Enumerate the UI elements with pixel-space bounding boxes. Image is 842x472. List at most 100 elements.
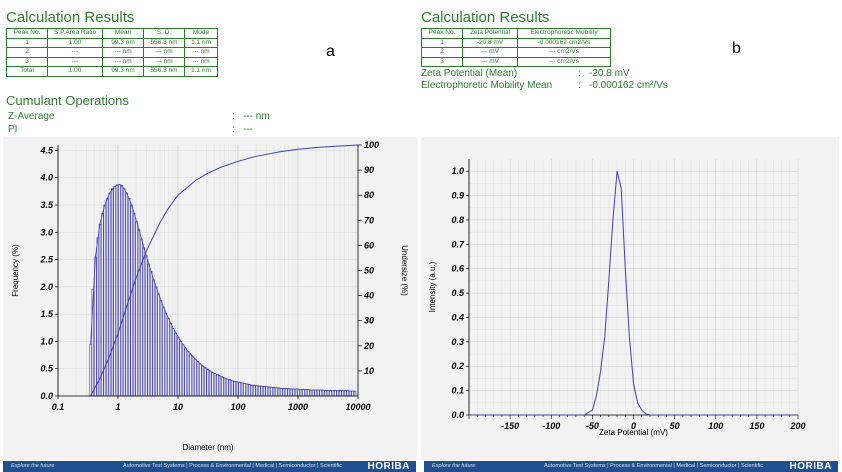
frequency-bar: [204, 367, 207, 397]
frequency-bar: [336, 390, 340, 397]
horiba-logo: HORIBA: [367, 461, 410, 472]
x-tick-label: 150: [749, 421, 764, 431]
frequency-bar: [196, 361, 200, 397]
table-row: 3 --- --- nm --- nm --- nm: [6, 56, 218, 67]
table-cell: 1: [421, 37, 463, 48]
horiba-logo: HORIBA: [789, 461, 832, 472]
frequency-bar: [346, 390, 349, 397]
table-cell: --- nm: [143, 47, 185, 58]
frequency-bar: [162, 306, 165, 397]
column-header: Peak No.: [6, 28, 48, 39]
x-tick-label: 0: [631, 421, 636, 431]
table-header-row: Peak No. S.P.Area Ratio Mean S. D. Mode: [6, 28, 218, 39]
y-tick-label: 0.6: [451, 264, 465, 274]
frequency-bar: [267, 386, 271, 397]
size-distribution-chart: 0.0 0.5 1.0 1.5 2.0 2.5 3.0 3.5 4.0 4.5 10 20 30 40 50…: [11, 140, 409, 452]
table-row: 3 --- mV --- cm2/Vs: [421, 56, 611, 67]
frequency-bar: [292, 388, 295, 397]
frequency-bar: [297, 389, 300, 397]
y-tick-label: 2.5: [39, 255, 54, 265]
frequency-bar: [309, 389, 313, 397]
pi-separator: :: [232, 124, 235, 135]
chart-area-a: 0.0 0.5 1.0 1.5 2.0 2.5 3.0 3.5 4.0 4.5 10 20 30 40 50…: [3, 137, 417, 460]
y-axis-title: Intensity (a.u.): [428, 261, 437, 312]
frequency-bar: [280, 388, 283, 397]
y2-tick-label: 10: [364, 366, 374, 376]
z-average-separator: :: [232, 111, 235, 122]
frequency-bar: [319, 389, 322, 397]
table-cell: --- mV: [462, 56, 518, 67]
frequency-bar: [302, 389, 305, 397]
table-row: Total 1.00 99.3 nm 556.3 nm 1.1 nm: [6, 66, 218, 77]
table-cell: 1.1 nm: [184, 37, 218, 48]
undersize-curve: [90, 144, 359, 397]
y-tick-label: 0.3: [451, 337, 464, 347]
y-tick-label: 0.4: [451, 312, 464, 322]
x-tick-label: 10: [173, 402, 183, 412]
y-tick-label: 0.0: [40, 391, 53, 401]
x-axis-title: Zeta Potential (mV): [599, 428, 668, 437]
y-tick-label: 1.0: [40, 336, 53, 346]
frequency-bar: [142, 247, 146, 397]
y-tick-label: 1.5: [40, 309, 54, 319]
frequency-bar: [260, 385, 263, 397]
y2-tick-label: 100: [364, 140, 379, 150]
peak-results-table: Peak No. S.P.Area Ratio Mean S. D. Mode …: [6, 28, 218, 77]
frequency-bar: [130, 204, 133, 397]
frequency-bar: [145, 255, 148, 397]
table-cell: --- nm: [102, 56, 144, 67]
frequency-bar: [304, 389, 308, 397]
frequency-bar: [194, 359, 197, 397]
table-cell: --- nm: [143, 56, 185, 67]
frequency-bar: [236, 381, 239, 397]
y2-tick-label: 30: [364, 316, 374, 326]
column-header: Zeta Potential: [462, 28, 518, 39]
frequency-bar: [329, 390, 332, 397]
frequency-bar: [115, 184, 119, 397]
mobility-label: Electrophoretic Mobility Mean: [421, 80, 553, 91]
y2-tick-label: 80: [364, 190, 374, 200]
x-tick-label: 50: [670, 421, 680, 431]
table-cell: --- cm2/Vs: [517, 56, 611, 67]
y2-tick-label: 40: [363, 291, 374, 301]
frequency-bar: [167, 318, 170, 397]
frequency-bar: [164, 312, 168, 397]
frequency-bar: [123, 188, 126, 397]
y2-tick-label: 90: [364, 165, 374, 175]
frequency-bar: [240, 382, 244, 397]
y-tick-label: 4.5: [39, 145, 54, 155]
footer-bar-a: Explore the future Automotive Test Syste…: [3, 461, 416, 472]
pi-label: PI: [8, 124, 18, 135]
frequency-bar: [307, 389, 310, 397]
frequency-bar: [341, 390, 344, 397]
column-header: S.P.Area Ratio: [47, 28, 103, 39]
frequency-bar: [270, 386, 273, 397]
frequency-bar: [150, 271, 153, 397]
footer-links: Automotive Test Systems | Process & Envi…: [123, 463, 342, 469]
table-cell: ---: [47, 47, 103, 58]
x-tick-label: 1000: [288, 402, 308, 412]
frequency-bar: [169, 323, 173, 397]
frequency-bar: [135, 221, 138, 397]
y-tick-label: 0.5: [40, 364, 54, 374]
frequency-bar: [314, 389, 317, 397]
frequency-bar: [105, 198, 109, 397]
frequency-bar: [248, 384, 251, 397]
frequency-bar: [228, 379, 232, 397]
chart-area-b: -150 -100 -50 0 50 100 150 200 0.0 0.1 0.2 0.3 0.4 0.…: [421, 137, 839, 460]
frequency-bar: [89, 343, 92, 397]
zeta-mean-label: Zeta Potential (Mean): [421, 68, 518, 79]
frequency-bar: [282, 388, 286, 397]
y-tick-label: 0.8: [451, 215, 464, 225]
table-cell: 3: [421, 56, 463, 67]
table-row: 2 --- --- nm --- nm --- nm: [6, 47, 218, 58]
y-tick-label: 1.0: [451, 166, 464, 176]
column-header: S. D.: [143, 28, 185, 39]
frequency-bar: [238, 382, 241, 397]
frequency-bar: [201, 365, 204, 397]
x-tick-label: 100: [708, 421, 723, 431]
frequency-bar: [191, 356, 195, 397]
frequency-bar: [334, 390, 337, 397]
table-cell: -0.000162 cm2/Vs: [517, 37, 611, 48]
frequency-bar: [157, 293, 160, 397]
